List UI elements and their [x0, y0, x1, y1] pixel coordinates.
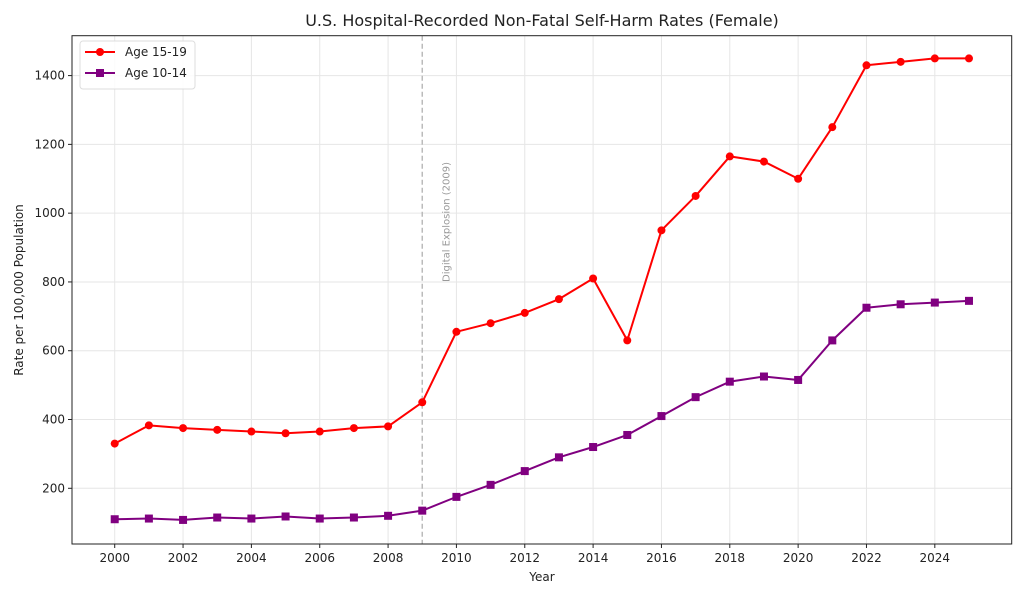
data-point	[418, 398, 427, 407]
legend: Age 15-19 Age 10-14	[79, 40, 196, 90]
plot-frame	[71, 35, 1013, 545]
y-tick-label: 1200	[34, 137, 65, 151]
data-point	[589, 443, 598, 452]
data-point	[862, 61, 871, 70]
chart-title: U.S. Hospital-Recorded Non-Fatal Self-Ha…	[305, 11, 779, 30]
data-point	[794, 174, 803, 183]
data-point	[691, 191, 700, 200]
data-point	[281, 429, 290, 438]
data-point	[144, 421, 153, 430]
y-tick-label: 400	[42, 413, 65, 427]
data-point	[418, 506, 427, 515]
data-point	[179, 515, 188, 524]
data-point	[930, 54, 939, 63]
y-tick-label: 800	[42, 275, 65, 289]
y-tick-label: 1000	[34, 206, 65, 220]
data-point	[657, 226, 666, 235]
x-tick-label: 2002	[168, 551, 199, 565]
data-point	[520, 467, 529, 476]
data-point	[213, 425, 222, 434]
y-tick-label: 200	[42, 481, 65, 495]
data-point	[144, 514, 153, 523]
data-point	[247, 514, 256, 523]
series-line	[114, 57, 969, 445]
data-point	[896, 57, 905, 66]
data-point	[349, 424, 358, 433]
x-tick-label: 2016	[646, 551, 677, 565]
data-point	[589, 274, 598, 283]
data-point	[554, 453, 563, 462]
x-tick-label: 2024	[920, 551, 951, 565]
data-point	[384, 422, 393, 431]
data-point	[554, 295, 563, 304]
data-point	[452, 327, 461, 336]
data-point	[179, 424, 188, 433]
annotation-label: Digital Explosion (2009)	[441, 162, 452, 282]
y-tick-label: 1400	[34, 69, 65, 83]
data-point	[110, 439, 119, 448]
data-point	[896, 300, 905, 309]
x-tick-label: 2012	[509, 551, 540, 565]
data-point	[110, 515, 119, 524]
data-point	[349, 513, 358, 522]
legend-item: Age 10-14	[85, 66, 187, 80]
x-tick-label: 2014	[578, 551, 609, 565]
x-tick-label: 2004	[236, 551, 267, 565]
x-tick-label: 2008	[373, 551, 404, 565]
data-point	[623, 336, 632, 345]
series-age-10-14	[110, 296, 973, 524]
data-point	[315, 427, 324, 436]
legend-label: Age 10-14	[125, 66, 187, 80]
data-point	[315, 514, 324, 523]
x-tick-label: 2018	[715, 551, 746, 565]
data-point	[964, 296, 973, 305]
x-tick-label: 2006	[304, 551, 335, 565]
x-tick-label: 2000	[99, 551, 130, 565]
legend-marker	[96, 48, 104, 56]
data-point	[452, 492, 461, 501]
data-point	[520, 308, 529, 317]
data-point	[725, 377, 734, 386]
annotation-layer: Digital Explosion (2009)	[421, 35, 452, 544]
y-tick-label: 600	[42, 344, 65, 358]
x-tick-label: 2022	[851, 551, 882, 565]
data-point	[384, 511, 393, 520]
data-point	[794, 375, 803, 384]
y-axis-label: Rate per 100,000 Population	[12, 204, 26, 376]
data-point	[725, 152, 734, 161]
legend-marker	[96, 69, 104, 77]
ticks: 2000 2002 2004 2006 2008 2010 2012 2014 2016 2018…	[34, 69, 950, 565]
data-point	[862, 303, 871, 312]
data-point	[759, 372, 768, 381]
series-layer	[110, 54, 973, 524]
data-point	[828, 123, 837, 132]
data-point	[759, 157, 768, 166]
legend-item: Age 15-19	[85, 45, 187, 59]
series-line	[114, 299, 970, 521]
x-tick-label: 2010	[441, 551, 472, 565]
data-point	[281, 512, 290, 521]
data-point	[486, 480, 495, 489]
x-axis-label: Year	[528, 570, 554, 584]
data-point	[623, 430, 632, 439]
data-point	[486, 319, 495, 328]
data-point	[828, 336, 837, 345]
legend-label: Age 15-19	[125, 45, 187, 59]
series-age-15-19	[110, 54, 973, 448]
grid	[72, 35, 1012, 544]
data-point	[657, 412, 666, 421]
data-point	[691, 393, 700, 402]
x-tick-label: 2020	[783, 551, 814, 565]
data-point	[964, 54, 973, 63]
data-point	[247, 427, 256, 436]
data-point	[213, 513, 222, 522]
data-point	[930, 298, 939, 307]
